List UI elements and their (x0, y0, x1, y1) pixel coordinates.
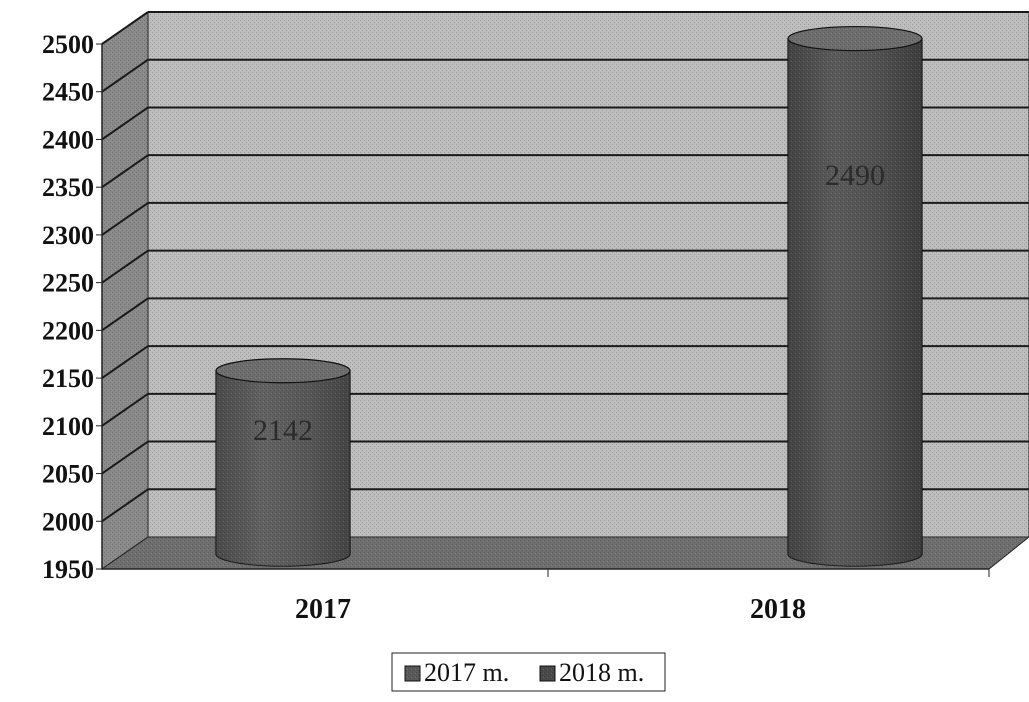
x-tick-label: 2018 (750, 594, 806, 625)
y-tick-label: 2300 (42, 221, 94, 250)
bars: 2142 2490 (215, 25, 923, 567)
y-tick-label: 2000 (42, 507, 94, 536)
gridline-side (101, 392, 149, 427)
gridline-side (101, 297, 149, 332)
y-tick-label: 2400 (42, 125, 94, 154)
gridline-side (101, 202, 149, 236)
bar-2018: 2490 (787, 25, 923, 567)
y-tick-label: 2200 (42, 316, 94, 345)
bar-texture (788, 38, 922, 566)
gridline-side (101, 345, 149, 379)
gridline-side (101, 440, 149, 475)
legend-swatch-texture (540, 666, 555, 681)
gridline-side (101, 11, 149, 45)
bar-texture (216, 370, 350, 566)
legend-swatch-texture (405, 666, 420, 681)
legend: 2017 m. 2018 m. (391, 652, 666, 692)
y-tick-label: 2150 (42, 364, 94, 393)
gridline-side (101, 154, 149, 189)
legend-box (391, 652, 666, 692)
y-tick-label: 2350 (42, 173, 94, 202)
data-label: 2490 (825, 159, 885, 192)
gridline-side (101, 488, 149, 523)
x-tick-label: 2017 (295, 594, 351, 625)
bar-2017: 2142 (215, 358, 351, 567)
y-tick-label: 2050 (42, 460, 94, 489)
y-tick-label: 1950 (42, 555, 94, 584)
legend-label: 2018 m. (559, 658, 644, 687)
y-tick-label: 2500 (42, 30, 94, 59)
bar-top-texture (216, 358, 350, 383)
data-label: 2142 (253, 414, 313, 447)
legend-label: 2017 m. (424, 658, 509, 687)
gridline-side (101, 106, 149, 141)
gridline-side (101, 249, 149, 284)
y-tick-label: 2250 (42, 269, 94, 298)
y-tick-label: 2450 (42, 78, 94, 107)
side-wall-texture (102, 12, 148, 569)
y-tick-label: 2100 (42, 412, 94, 441)
axes: 1950 2000 2050 2100 2150 2200 2250 2300 2350 2400… (42, 30, 990, 625)
bar-top-texture (788, 26, 922, 51)
gridline-side (101, 58, 149, 93)
